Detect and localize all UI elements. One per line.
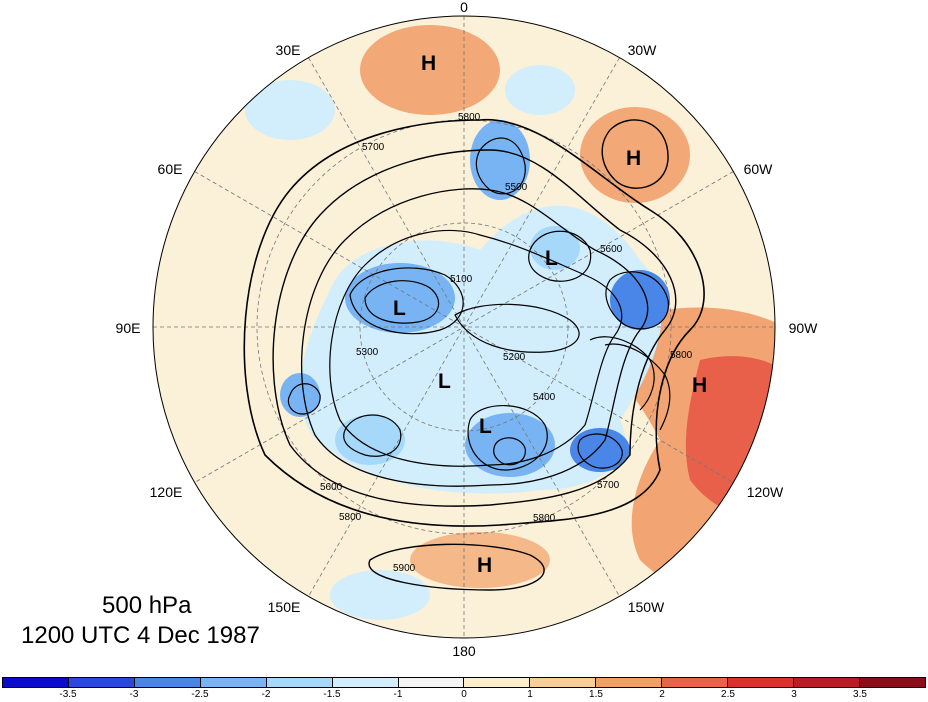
low-pressure-label: L — [545, 247, 558, 270]
colorbar-segment — [794, 678, 860, 687]
low-pressure-label: L — [438, 370, 451, 393]
contour-label: 5800 — [339, 512, 362, 523]
colorbar-label: -3 — [129, 689, 139, 700]
globe-outline — [152, 15, 776, 639]
contour-label: 5800 — [670, 350, 693, 361]
contour-label: 5100 — [450, 274, 473, 285]
colorbar-label: -2 — [261, 689, 271, 700]
colorbar-label: 3.5 — [853, 689, 867, 700]
warm-anomaly-north — [360, 25, 500, 115]
colorbar-segment — [398, 678, 465, 687]
cold-anomaly-l1 — [345, 263, 455, 333]
title-valid-time: 1200 UTC 4 Dec 1987 — [21, 622, 260, 649]
colorbar-segment — [662, 678, 729, 687]
colorbar-label: 0 — [461, 689, 467, 700]
lon-label-90e: 90E — [116, 320, 141, 336]
colorbar-segment — [728, 678, 795, 687]
cold-anomaly-l8 — [530, 226, 580, 270]
lon-label-0: 0 — [460, 0, 468, 15]
cold-anomaly-patch-1 — [245, 80, 335, 140]
lon-label-150e: 150E — [268, 599, 301, 615]
contour-label: 5300 — [356, 347, 379, 358]
lon-label-180: 180 — [452, 643, 476, 659]
colorbar-label: -1 — [393, 689, 403, 700]
lon-label-30e: 30E — [276, 42, 301, 58]
colorbar-label: 1.5 — [589, 689, 603, 700]
lon-label-60w: 60W — [744, 161, 774, 177]
contour-label: 5500 — [505, 182, 528, 193]
colorbar — [2, 677, 926, 688]
polar-map: 5800 5700 5600 5500 5100 5300 5400 5200 … — [116, 0, 819, 659]
cold-anomaly-patch-2 — [330, 570, 430, 620]
longitude-labels: 0 30W 60W 90W 120W 150W 180 150E 120E 90… — [116, 0, 819, 659]
contour-label: 5700 — [362, 142, 385, 153]
contour-labels: 5800 5700 5600 5500 5100 5300 5400 5200 … — [320, 112, 693, 574]
lon-label-150w: 150W — [628, 599, 665, 615]
cold-anomaly-l6 — [335, 415, 405, 465]
contour-label: 5800 — [533, 513, 556, 524]
colorbar-label: -2.5 — [191, 689, 209, 700]
colorbar-segment — [68, 678, 135, 687]
contour-label: 5400 — [533, 392, 556, 403]
colorbar-label: 2 — [659, 689, 665, 700]
lon-label-90w: 90W — [789, 320, 819, 336]
colorbar-segment — [464, 678, 531, 687]
contour-label: 5600 — [600, 244, 623, 255]
low-pressure-label: L — [393, 297, 406, 320]
high-pressure-label: H — [692, 374, 707, 397]
colorbar-label: -3.5 — [59, 689, 77, 700]
colorbar-label: 2.5 — [721, 689, 735, 700]
colorbar-segment — [859, 678, 925, 687]
colorbar-segment — [200, 678, 267, 687]
high-pressure-label: H — [477, 554, 492, 577]
lon-label-120e: 120E — [150, 484, 183, 500]
pressure-centers: H H H H L L L L — [393, 52, 707, 577]
cold-anomaly-l2 — [610, 270, 670, 330]
low-pressure-label: L — [479, 415, 492, 438]
colorbar-label: -1.5 — [323, 689, 341, 700]
contour-label: 5200 — [503, 352, 526, 363]
title-pressure-level: 500 hPa — [102, 592, 192, 619]
colorbar-label: 3 — [791, 689, 797, 700]
colorbar-segment — [530, 678, 597, 687]
colorbar-label: 1 — [527, 689, 533, 700]
height-contours — [243, 119, 705, 591]
contour-label: 5700 — [597, 480, 620, 491]
lon-label-120w: 120W — [747, 484, 784, 500]
colorbar-segment — [596, 678, 663, 687]
contour-label: 5900 — [393, 563, 416, 574]
lon-label-60e: 60E — [158, 161, 183, 177]
contour-label: 5600 — [320, 482, 343, 493]
contour-label: 5800 — [458, 112, 481, 123]
cold-anomaly-l3 — [470, 120, 530, 200]
high-pressure-label: H — [421, 52, 436, 75]
colorbar-segment — [3, 678, 69, 687]
high-pressure-label: H — [626, 147, 641, 170]
colorbar-segment — [332, 678, 399, 687]
colorbar-segment — [266, 678, 333, 687]
cold-anomaly-patch-3 — [505, 65, 575, 115]
warm-anomaly-south — [410, 532, 550, 588]
colorbar-segment — [134, 678, 201, 687]
colorbar-labels: -3.5 -3 -2.5 -2 -1.5 -1 0 1 1.5 2 2.5 3 3.5 — [2, 689, 926, 702]
warm-anomaly-30w — [580, 107, 690, 203]
lon-label-30w: 30W — [628, 42, 658, 58]
